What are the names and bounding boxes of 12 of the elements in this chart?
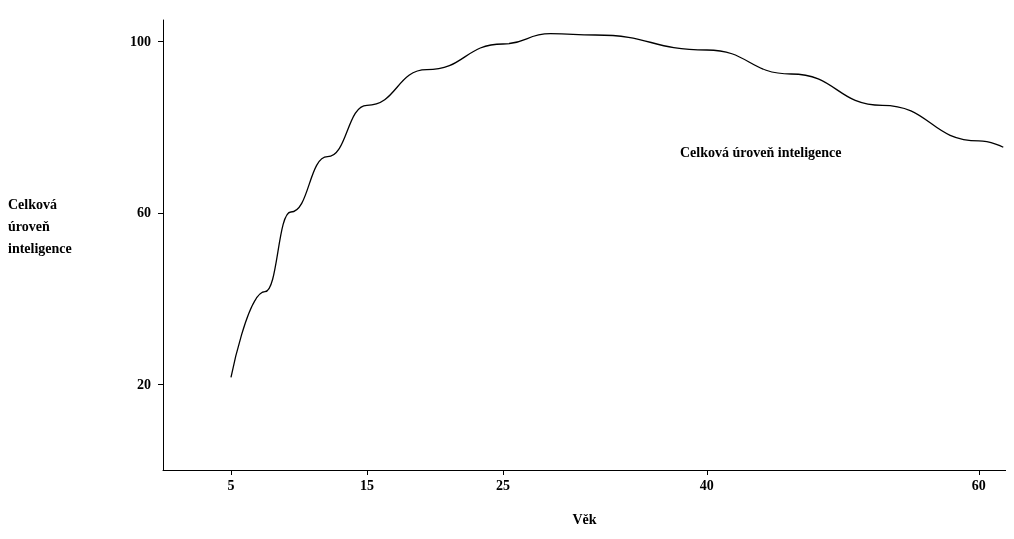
x-tick-label: 15 [359,477,374,493]
y-tick-label: 60 [137,205,151,221]
x-tick-label: 60 [971,477,986,493]
y-axis-title: Celková úroveň inteligence [8,196,72,256]
y-tick-label: 20 [137,376,151,392]
line-series [230,33,1004,379]
x-axis-title: Věk [572,511,597,527]
y-tick-label: 100 [130,33,151,49]
annotation: Celková úroveň inteligence [680,144,842,160]
x-tick-label: 5 [227,477,235,493]
x-tick-label: 25 [495,477,510,493]
x-tick-label: 40 [699,477,714,493]
